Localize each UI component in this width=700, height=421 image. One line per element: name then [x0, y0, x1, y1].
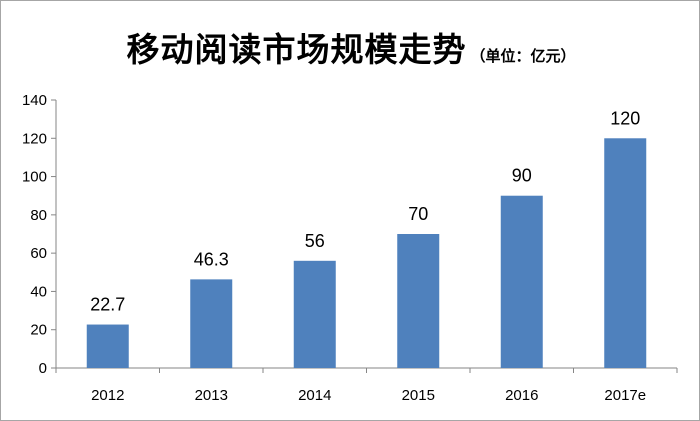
x-tick-label: 2017e — [604, 387, 646, 404]
x-tick-label: 2014 — [298, 387, 331, 404]
y-tick-label: 80 — [30, 207, 47, 224]
bar — [604, 138, 647, 368]
chart-subtitle: （单位：亿元） — [470, 47, 576, 65]
x-tick-label: 2015 — [402, 387, 435, 404]
x-tick-label: 2012 — [91, 387, 124, 404]
chart-title: 移动阅读市场规模走势 — [126, 30, 467, 69]
y-tick-label: 100 — [22, 169, 47, 186]
y-tick-label: 120 — [22, 130, 47, 147]
y-tick-label: 0 — [39, 360, 47, 377]
data-label: 90 — [512, 166, 532, 186]
bar — [397, 234, 440, 368]
data-label: 70 — [408, 204, 428, 224]
bar — [86, 324, 129, 368]
bars — [86, 138, 647, 368]
data-label: 56 — [305, 231, 325, 251]
x-tick-label: 2016 — [505, 387, 538, 404]
y-tick-label: 60 — [30, 245, 47, 262]
y-axis: 0 20 40 60 80 100 120 140 — [22, 92, 57, 377]
data-label: 22.7 — [90, 295, 125, 315]
y-tick-label: 20 — [30, 322, 47, 339]
data-labels: 22.7 46.3 56 70 90 120 — [90, 108, 640, 314]
bar — [190, 279, 233, 368]
data-label: 120 — [610, 108, 640, 128]
bar — [500, 195, 543, 368]
bar — [293, 260, 336, 368]
title-row: 移动阅读市场规模走势 （单位：亿元） — [1, 23, 700, 71]
x-tick-label: 2013 — [195, 387, 228, 404]
data-label: 46.3 — [194, 249, 229, 269]
y-tick-label: 40 — [30, 283, 47, 300]
x-axis: 2012 2013 2014 2015 2016 2017e — [55, 367, 678, 404]
y-tick-label: 140 — [22, 92, 47, 109]
